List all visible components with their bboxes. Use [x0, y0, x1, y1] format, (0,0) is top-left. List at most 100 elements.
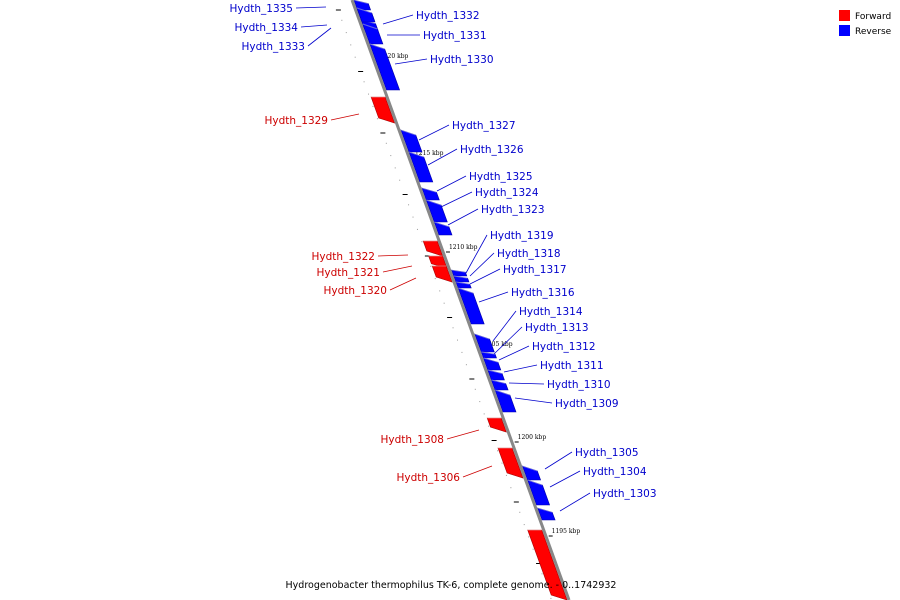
gene-hydth-1311[interactable]: Hydth_1311 — [487, 360, 604, 381]
genome-backbone — [350, 0, 571, 600]
gene-label[interactable]: Hydth_1317 — [503, 264, 567, 276]
gene-hydth-1304[interactable]: Hydth_1304 — [527, 466, 647, 506]
gene-hydth-1314[interactable]: Hydth_1314 — [474, 306, 583, 353]
gene-arrow[interactable] — [433, 221, 453, 236]
gene-arrow[interactable] — [527, 479, 551, 506]
legend: Forward Reverse — [839, 10, 892, 37]
gene-label[interactable]: Hydth_1306 — [396, 472, 460, 484]
gene-leader-line — [478, 291, 509, 303]
gene-arrow[interactable] — [400, 129, 423, 153]
gene-label[interactable]: Hydth_1324 — [475, 187, 539, 199]
gene-arrow[interactable] — [455, 281, 472, 289]
gene-leader-line — [300, 24, 328, 28]
gene-label[interactable]: Hydth_1321 — [316, 267, 380, 279]
gene-hydth-1306[interactable]: Hydth_1306 — [396, 447, 524, 484]
gene-leader-line — [394, 58, 428, 65]
gene-hydth-1318[interactable]: Hydth_1318 — [453, 248, 561, 283]
gene-label[interactable]: Hydth_1326 — [460, 144, 524, 156]
gene-label[interactable]: Hydth_1314 — [519, 306, 583, 318]
gene-hydth-1313[interactable]: Hydth_1313 — [480, 322, 589, 359]
gene-arrow[interactable] — [422, 240, 444, 257]
gene-label[interactable]: Hydth_1333 — [241, 41, 305, 53]
gene-arrow[interactable] — [369, 43, 401, 91]
scale-label: 1220 kbp — [380, 53, 409, 60]
gene-hydth-1323[interactable]: Hydth_1323 — [433, 204, 545, 236]
gene-unlabeled[interactable] — [527, 529, 568, 600]
gene-arrow[interactable] — [353, 0, 372, 11]
gene-arrow[interactable] — [356, 7, 376, 23]
gene-label[interactable]: Hydth_1304 — [583, 466, 647, 478]
gene-label[interactable]: Hydth_1320 — [323, 285, 387, 297]
gene-arrow[interactable] — [474, 333, 495, 353]
gene-hydth-1324[interactable]: Hydth_1324 — [425, 187, 539, 223]
gene-hydth-1335[interactable]: Hydth_1335 — [229, 0, 372, 15]
gene-hydth-1309[interactable]: Hydth_1309 — [494, 389, 619, 413]
gene-hydth-1325[interactable]: Hydth_1325 — [421, 171, 533, 201]
gene-label[interactable]: Hydth_1319 — [490, 230, 554, 242]
gene-label[interactable]: Hydth_1310 — [547, 379, 611, 391]
gene-label[interactable]: Hydth_1335 — [229, 3, 293, 15]
gene-hydth-1331[interactable]: Hydth_1331 — [362, 23, 487, 45]
gene-arrow[interactable] — [451, 269, 468, 277]
gene-leader-line — [427, 148, 458, 166]
gene-label[interactable]: Hydth_1316 — [511, 287, 575, 299]
gene-label[interactable]: Hydth_1330 — [430, 54, 494, 66]
gene-arrow[interactable] — [487, 369, 505, 381]
gene-label[interactable]: Hydth_1325 — [469, 171, 533, 183]
gene-label[interactable]: Hydth_1332 — [416, 10, 480, 22]
gene-hydth-1319[interactable]: Hydth_1319 — [451, 230, 554, 277]
legend-swatch-forward — [839, 10, 850, 21]
gene-arrow[interactable] — [480, 351, 497, 359]
gene-arrow[interactable] — [527, 529, 568, 600]
gene-arrow[interactable] — [537, 507, 556, 521]
gene-hydth-1332[interactable]: Hydth_1332 — [356, 7, 480, 25]
gene-arrow[interactable] — [457, 287, 485, 325]
gene-hydth-1320[interactable]: Hydth_1320 — [323, 265, 453, 297]
gene-label[interactable]: Hydth_1331 — [423, 30, 487, 42]
gene-hydth-1321[interactable]: Hydth_1321 — [316, 255, 448, 279]
gene-arrow[interactable] — [362, 23, 384, 45]
gene-label[interactable]: Hydth_1327 — [452, 120, 516, 132]
gene-arrow[interactable] — [408, 151, 434, 183]
gene-hydth-1322[interactable]: Hydth_1322 — [311, 240, 444, 263]
gene-hydth-1303[interactable]: Hydth_1303 — [537, 488, 657, 521]
gene-arrow[interactable] — [370, 96, 395, 124]
gene-hydth-1312[interactable]: Hydth_1312 — [483, 341, 596, 371]
gene-highlight — [474, 333, 490, 340]
scale-label: 1215 kbp — [415, 150, 444, 157]
gene-label[interactable]: Hydth_1305 — [575, 447, 639, 459]
gene-label[interactable]: Hydth_1303 — [593, 488, 657, 500]
gene-label[interactable]: Hydth_1334 — [234, 22, 298, 34]
gene-label[interactable]: Hydth_1311 — [540, 360, 604, 372]
gene-arrow[interactable] — [497, 447, 524, 479]
gene-arrow[interactable] — [425, 199, 448, 223]
gene-arrow[interactable] — [483, 357, 502, 371]
gene-leader-line — [389, 277, 417, 291]
gene-hydth-1310[interactable]: Hydth_1310 — [490, 379, 611, 391]
gene-hydth-1317[interactable]: Hydth_1317 — [455, 264, 567, 289]
gene-arrow[interactable] — [421, 187, 440, 201]
gene-hydth-1330[interactable]: Hydth_1330 — [369, 43, 494, 91]
gene-arrow[interactable] — [490, 379, 509, 391]
gene-hydth-1329[interactable]: Hydth_1329 — [264, 96, 395, 127]
gene-hydth-1305[interactable]: Hydth_1305 — [522, 447, 639, 481]
gene-arrow[interactable] — [453, 275, 470, 283]
gene-arrow[interactable] — [494, 389, 517, 413]
gene-hydth-1327[interactable]: Hydth_1327 — [400, 120, 516, 153]
gene-label[interactable]: Hydth_1309 — [555, 398, 619, 410]
gene-arrow[interactable] — [522, 465, 542, 481]
gene-hydth-1326[interactable]: Hydth_1326 — [408, 144, 524, 183]
gene-label[interactable]: Hydth_1313 — [525, 322, 589, 334]
gene-label[interactable]: Hydth_1323 — [481, 204, 545, 216]
gene-highlight — [421, 187, 437, 193]
gene-label[interactable]: Hydth_1329 — [264, 115, 328, 127]
gene-label[interactable]: Hydth_1308 — [380, 434, 444, 446]
gene-hydth-1308[interactable]: Hydth_1308 — [380, 417, 507, 446]
gene-label[interactable]: Hydth_1312 — [532, 341, 596, 353]
gene-hydth-1316[interactable]: Hydth_1316 — [457, 287, 575, 325]
gene-label[interactable]: Hydth_1318 — [497, 248, 561, 260]
gene-leader-line — [447, 208, 479, 226]
gene-arrow[interactable] — [486, 417, 507, 433]
gene-label[interactable]: Hydth_1322 — [311, 251, 375, 263]
gene-arrow[interactable] — [431, 265, 453, 283]
